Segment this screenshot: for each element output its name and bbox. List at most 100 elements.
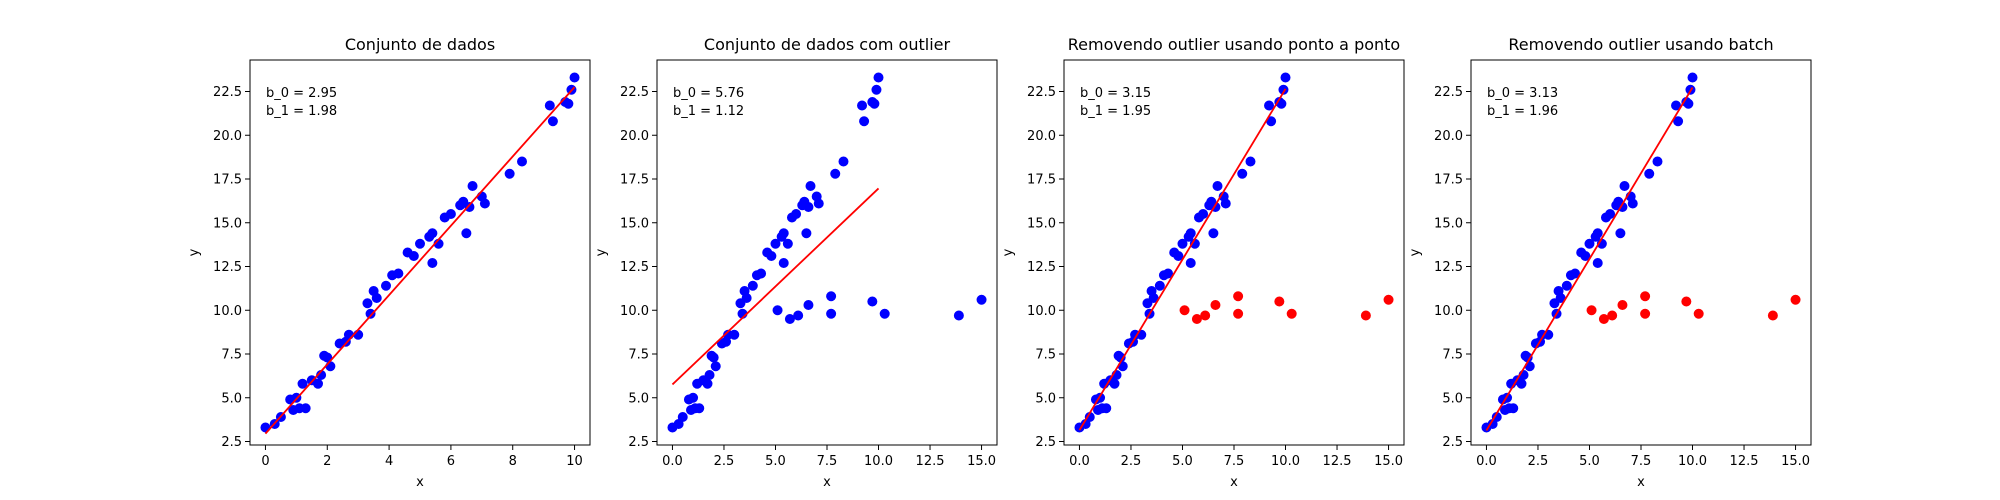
data-point <box>1177 238 1188 249</box>
data-point <box>1109 378 1120 389</box>
data-point <box>729 329 740 340</box>
x-tick-label: 0 <box>261 454 269 469</box>
subplot-3: Removendo outlier usando ponto a ponto 0.… <box>1001 35 1405 490</box>
data-point <box>1210 300 1221 310</box>
x-tick-label: 0.0 <box>662 454 683 469</box>
data-point <box>873 72 884 83</box>
y-tick-label: 7.5 <box>221 348 242 363</box>
data-point <box>544 100 555 111</box>
data-point <box>879 308 890 319</box>
x-tick-label: 10.0 <box>864 454 893 469</box>
data-point <box>976 294 987 305</box>
y-tick-label: 22.5 <box>213 85 242 100</box>
data-point <box>778 228 789 239</box>
x-tick-label: 10.0 <box>1271 454 1300 469</box>
data-point <box>1163 268 1174 279</box>
y-tick-label: 20.0 <box>1434 129 1463 144</box>
data-point <box>547 116 558 127</box>
data-point <box>1208 228 1219 239</box>
y-tick-label: 10.0 <box>213 304 242 319</box>
data-point <box>1154 280 1165 291</box>
x-tick-label: 15.0 <box>967 454 996 469</box>
axes-frame <box>1470 59 1812 446</box>
data-point <box>826 308 837 319</box>
y-tick-label: 7.5 <box>1442 348 1463 363</box>
coefficient-annotation: b_0 = 2.95 <box>266 86 337 101</box>
data-point <box>1617 300 1628 310</box>
y-tick-label: 17.5 <box>1027 173 1056 188</box>
data-point <box>569 72 580 83</box>
data-point <box>826 291 837 302</box>
y-tick-label: 2.5 <box>1035 435 1056 450</box>
data-point <box>710 361 721 372</box>
data-point <box>805 181 816 191</box>
x-tick-label: 2.5 <box>714 454 735 469</box>
y-tick-label: 2.5 <box>1442 435 1463 450</box>
coefficient-annotation: b_0 = 5.76 <box>673 86 744 101</box>
data-point <box>1264 100 1275 111</box>
y-tick-label: 7.5 <box>1035 348 1056 363</box>
data-point <box>1673 116 1684 127</box>
data-point <box>1280 72 1291 83</box>
data-point <box>1607 310 1618 321</box>
data-point <box>1198 209 1209 219</box>
y-tick-label: 2.5 <box>628 435 649 450</box>
y-tick-label: 20.0 <box>213 129 242 144</box>
data-point <box>708 352 719 363</box>
data-point <box>445 209 456 219</box>
data-point <box>297 378 308 389</box>
x-axis-label: x <box>1230 475 1238 490</box>
chart-title: Removendo outlier usando batch <box>1508 35 1773 54</box>
y-tick-label: 5.0 <box>1035 391 1056 406</box>
x-tick-label: 6 <box>447 454 455 469</box>
x-tick-label: 2.5 <box>1528 454 1549 469</box>
data-point <box>1652 156 1663 167</box>
coefficient-annotation: b_1 = 1.12 <box>673 104 744 119</box>
data-point <box>1237 168 1248 179</box>
data-point <box>1605 209 1616 219</box>
x-tick-label: 4 <box>385 454 393 469</box>
y-tick-label: 15.0 <box>1027 216 1056 231</box>
data-point <box>316 370 327 380</box>
data-point <box>1220 198 1231 209</box>
y-tick-label: 5.0 <box>628 391 649 406</box>
x-axis-label: x <box>823 475 831 490</box>
data-point <box>859 116 870 127</box>
x-tick-label: 10.0 <box>1678 454 1707 469</box>
data-point <box>793 310 804 321</box>
data-point <box>1278 84 1289 95</box>
x-tick-label: 7.5 <box>817 454 838 469</box>
y-axis-label: y <box>594 248 609 256</box>
data-point <box>953 310 964 321</box>
data-point <box>694 403 705 414</box>
data-point <box>1516 378 1527 389</box>
data-point <box>1640 308 1651 319</box>
data-point <box>408 251 419 261</box>
y-tick-label: 15.0 <box>1434 216 1463 231</box>
data-point <box>782 238 793 249</box>
data-point <box>300 403 311 414</box>
data-point <box>1683 98 1694 109</box>
data-point <box>1200 310 1211 321</box>
data-point <box>1185 228 1196 239</box>
y-axis-label: y <box>187 248 202 256</box>
data-point <box>1592 228 1603 239</box>
x-tick-label: 0.0 <box>1069 454 1090 469</box>
data-point <box>1148 293 1159 303</box>
data-point <box>747 280 758 291</box>
y-tick-label: 12.5 <box>620 260 649 275</box>
data-point <box>1191 314 1202 324</box>
chart-title: Conjunto de dados com outlier <box>704 35 951 54</box>
data-point <box>313 378 323 389</box>
y-tick-label: 10.0 <box>1434 304 1463 319</box>
data-point <box>371 293 382 303</box>
y-tick-label: 17.5 <box>213 173 242 188</box>
x-tick-label: 8 <box>509 454 517 469</box>
data-point <box>563 98 574 109</box>
axes-frame <box>1063 59 1405 446</box>
regression-line <box>671 187 880 386</box>
data-point <box>869 98 880 109</box>
x-tick-label: 7.5 <box>1631 454 1652 469</box>
y-tick-label: 10.0 <box>620 304 649 319</box>
x-tick-label: 12.5 <box>1730 454 1759 469</box>
